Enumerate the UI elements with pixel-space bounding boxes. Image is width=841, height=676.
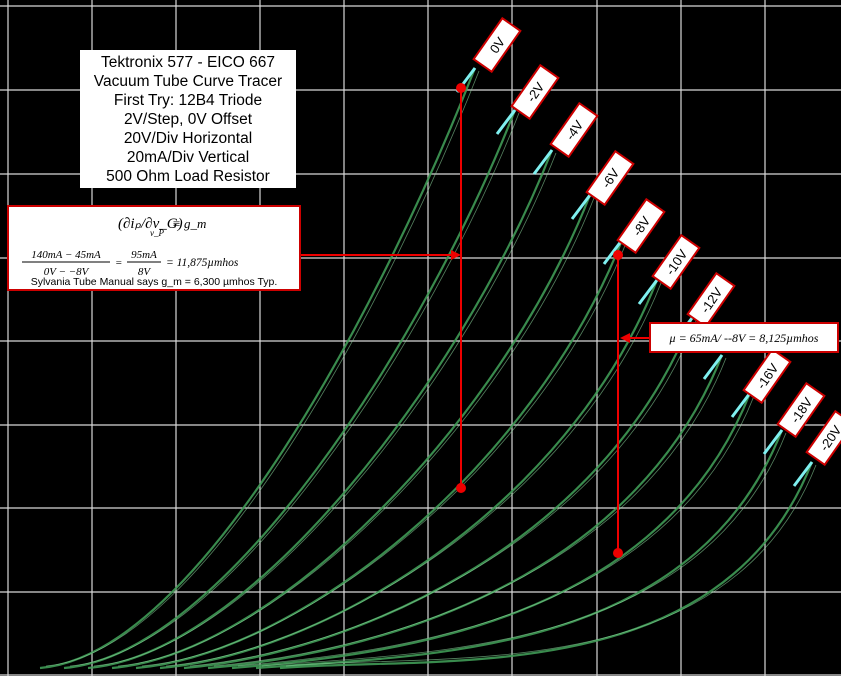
marker-dot xyxy=(613,250,623,260)
title-line: 2V/Step, 0V Offset xyxy=(124,111,253,128)
marker-dot xyxy=(456,483,466,493)
gm-box: (∂iₚ/∂v_G) v_P ≡ g_m 140mA − 45mA 0V − −… xyxy=(8,206,300,290)
marker-dot xyxy=(613,548,623,558)
title-line: 500 Ohm Load Resistor xyxy=(106,168,270,185)
marker-dot xyxy=(456,83,466,93)
mu-text: μ = 65mA/ --8V = 8,125µmhos xyxy=(669,331,819,345)
curve-tracer-screen: 0V-2V-4V-6V-8V-10V-12V-16V-18V-20V Tektr… xyxy=(0,0,841,676)
title-line: Vacuum Tube Curve Tracer xyxy=(94,73,282,90)
title-line: Tektronix 577 - EICO 667 xyxy=(101,54,275,71)
numerator: 140mA − 45mA xyxy=(31,249,101,261)
title-line: 20mA/Div Vertical xyxy=(127,149,249,166)
equiv: ≡ g_m xyxy=(172,216,206,231)
note: Sylvania Tube Manual says g_m = 6,300 µm… xyxy=(31,276,278,288)
subscript: v_P xyxy=(150,228,164,238)
equals: = xyxy=(115,257,122,269)
mu-box: μ = 65mA/ --8V = 8,125µmhos xyxy=(650,323,838,352)
title-line: 20V/Div Horizontal xyxy=(124,130,252,147)
result: = 11,875µmhos xyxy=(166,257,239,269)
title-box: Tektronix 577 - EICO 667 Vacuum Tube Curv… xyxy=(80,50,296,188)
numerator: 95mA xyxy=(131,249,157,261)
title-line: First Try: 12B4 Triode xyxy=(114,92,262,109)
